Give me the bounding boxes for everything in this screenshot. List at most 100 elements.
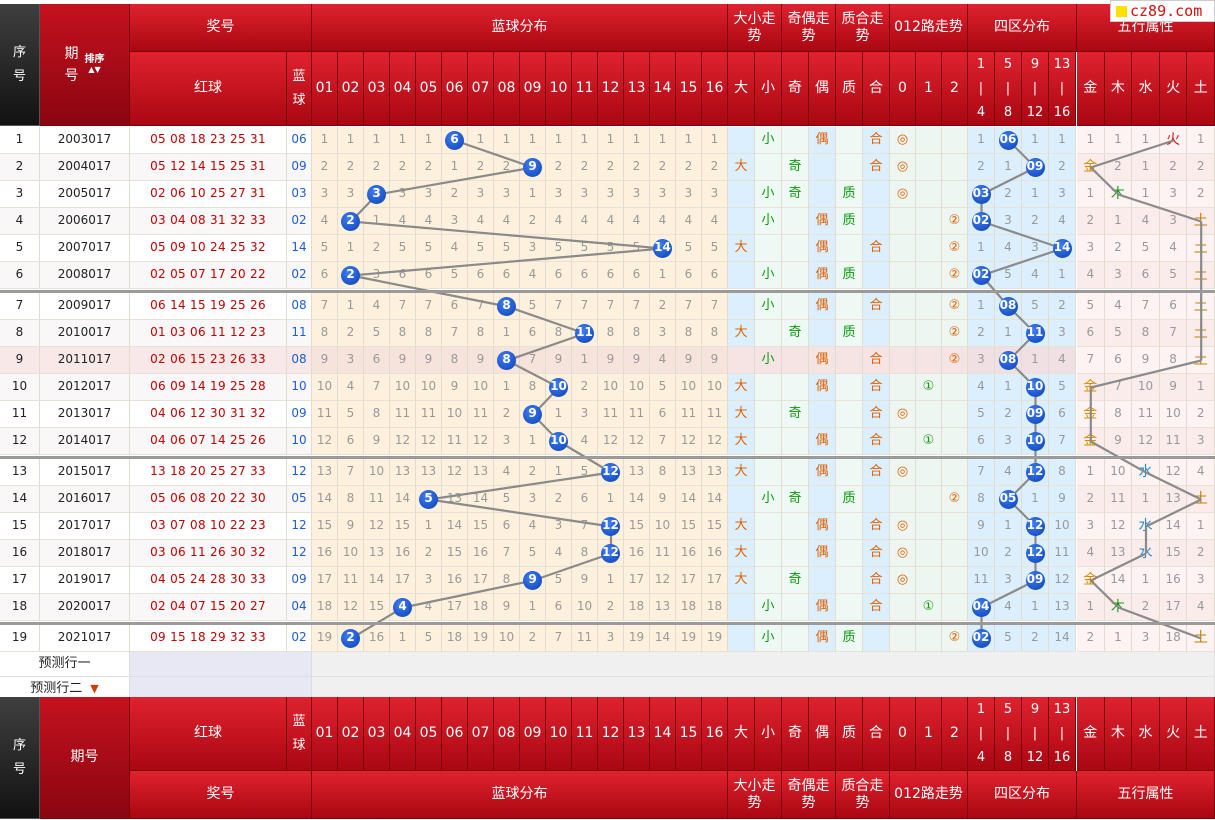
element-cell: 水 [1132,459,1160,486]
predict-input-area[interactable] [130,652,312,677]
row-issue[interactable]: 2016017 [40,486,130,513]
trend-comp-cell [863,486,890,513]
row-blue-ball: 03 [287,181,312,208]
row-issue[interactable]: 2004017 [40,154,130,181]
blue-miss-cell: 15 [676,513,702,540]
blue-miss-cell: 7 [442,320,468,347]
row-issue[interactable]: 2019017 [40,567,130,594]
row-issue[interactable]: 2020017 [40,594,130,621]
blue-miss-cell: 9 [520,567,546,594]
footer-issue[interactable]: 期号 [40,697,130,819]
row-issue[interactable]: 2012017 [40,374,130,401]
blue-miss-cell: 5 [416,235,442,262]
element-cell: 3 [1187,428,1215,455]
row-issue[interactable]: 2010017 [40,320,130,347]
blue-miss-cell: 5 [702,235,728,262]
blue-miss-cell: 10 [598,374,624,401]
row-issue[interactable]: 2013017 [40,401,130,428]
element-cell: 土 [1187,208,1215,235]
blue-miss-cell: 4 [312,208,338,235]
zone-cell: 12 [1022,459,1049,486]
zone-cell: 09 [1022,401,1049,428]
zone-cell: 5 [1022,293,1049,320]
blue-miss-cell: 12 [416,428,442,455]
element-cell: 1 [1104,127,1133,154]
element-cell: 水 [1132,513,1160,540]
blue-miss-cell: 1 [572,127,598,154]
row-issue[interactable]: 2008017 [40,262,130,289]
blue-miss-cell: 14 [442,513,468,540]
element-cell: 4 [1077,262,1105,289]
zone-label-part: 1 [976,701,986,717]
blue-miss-cell: 1 [494,374,520,401]
element-cell: 2 [1187,154,1215,181]
blue-miss-cell: 1 [416,127,442,154]
blue-miss-cell: 18 [624,594,650,621]
route-r0-cell: ◎ [890,540,916,567]
zone-ball-marker: 08 [998,296,1018,316]
row-issue[interactable]: 2006017 [40,208,130,235]
footer-sub-even: 偶 [809,697,836,771]
zone-cell: 1 [1049,262,1076,289]
arrow-down-icon[interactable]: ▼ [90,681,99,695]
blue-miss-cell: 8 [572,540,598,567]
row-issue[interactable]: 2021017 [40,625,130,652]
predict-row-1[interactable]: 预测行一 [0,652,130,677]
header-blue-num: 12 [598,52,624,126]
blue-miss-cell: 6 [676,262,702,289]
row-issue[interactable]: 2003017 [40,127,130,154]
row-issue[interactable]: 2017017 [40,513,130,540]
blue-miss-cell: 2 [364,154,390,181]
blue-miss-cell: 4 [702,208,728,235]
trend-big-cell: 大 [728,374,755,401]
trend-comp-cell: 合 [863,347,890,374]
blue-miss-cell: 6 [650,401,676,428]
element-cell: 3 [1159,208,1188,235]
group-separator [0,621,1215,625]
footer-element-label: 水 [1132,697,1160,771]
element-cell: 12 [1104,513,1133,540]
row-issue[interactable]: 2011017 [40,347,130,374]
blue-miss-cell: 1 [676,127,702,154]
blue-ball-marker: 11 [575,323,594,343]
header-blue-num: 11 [572,52,598,126]
blue-ball-marker: 10 [549,431,568,451]
blue-miss-cell: 2 [650,154,676,181]
route-r2-cell [942,540,968,567]
row-red-balls: 06 09 14 19 25 28 [130,374,287,401]
blue-miss-cell: 1 [702,127,728,154]
sort-button[interactable]: 排序 ▲▼ [85,54,105,75]
row-issue[interactable]: 2009017 [40,293,130,320]
blue-miss-cell: 2 [598,154,624,181]
blue-miss-cell: 3 [468,181,494,208]
predict-grid-area[interactable] [312,652,1215,677]
row-issue[interactable]: 2007017 [40,235,130,262]
site-logo[interactable]: cz89.com [1110,0,1215,22]
blue-miss-cell: 7 [390,293,416,320]
trend-prime-cell [836,594,863,621]
header-idx-char: 号 [12,68,26,84]
header-issue[interactable]: 期号排序 ▲▼ [40,4,130,126]
zone-label-part: | [978,725,984,741]
trend-even-cell [809,181,836,208]
trend-prime-cell: 质 [836,208,863,235]
route-r2-cell [942,181,968,208]
blue-miss-cell: 6 [416,262,442,289]
blue-miss-cell: 11 [390,401,416,428]
trend-big-cell [728,486,755,513]
trend-small-cell [755,235,782,262]
blue-miss-cell: 8 [390,320,416,347]
footer-prize: 奖号 [130,771,312,819]
element-cell: 1 [1132,154,1160,181]
element-cell: 9 [1132,347,1160,374]
trend-prime-cell: 质 [836,262,863,289]
route-r2-cell: ② [942,293,968,320]
row-issue[interactable]: 2015017 [40,459,130,486]
row-issue[interactable]: 2018017 [40,540,130,567]
blue-miss-cell: 5 [650,374,676,401]
footer-sub-r1: 1 [916,697,942,771]
blue-miss-cell: 5 [494,486,520,513]
row-issue[interactable]: 2005017 [40,181,130,208]
header-sub-comp: 合 [863,52,890,126]
row-issue[interactable]: 2014017 [40,428,130,455]
